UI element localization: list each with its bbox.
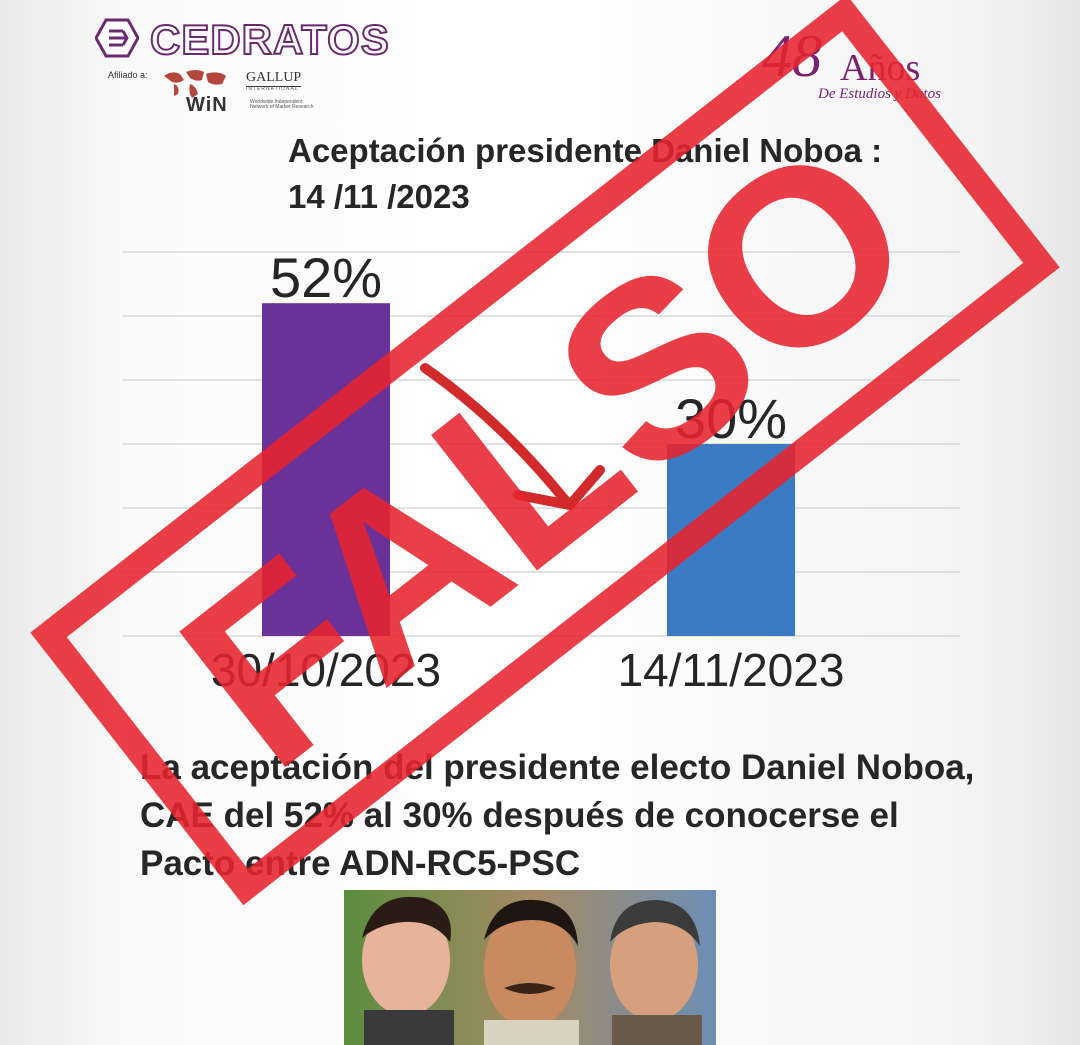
caption-text: La aceptación del presidente electo Dani… bbox=[140, 748, 975, 883]
x-tick-label-1: 30/10/2023 bbox=[211, 644, 441, 696]
down-arrow-icon bbox=[420, 363, 605, 511]
data-label-1: 52% bbox=[270, 246, 382, 309]
politicians-photo bbox=[344, 890, 716, 1045]
bar-1 bbox=[262, 303, 390, 636]
x-tick-label-2: 14/11/2023 bbox=[618, 644, 845, 696]
bar-2 bbox=[667, 444, 795, 636]
data-label-2: 30% bbox=[675, 387, 787, 450]
